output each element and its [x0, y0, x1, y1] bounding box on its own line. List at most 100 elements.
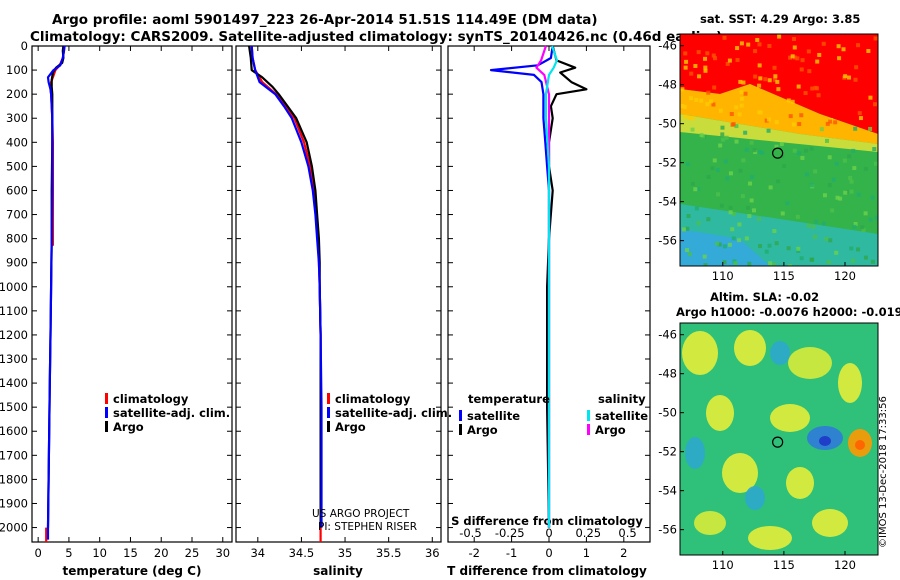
depth-tick-label: 100 [6, 63, 28, 77]
sst-pixel [792, 55, 797, 60]
sst-pixel [711, 53, 716, 58]
series-line-argo [248, 45, 322, 528]
depth-tick-label: 0 [21, 39, 28, 53]
sst-pixel [687, 115, 692, 120]
sst-pixel [690, 127, 695, 132]
sst-pixel [737, 112, 742, 117]
sst-pixel [856, 247, 861, 252]
sst-pixel [824, 236, 829, 241]
x-tick-label: 15 [123, 546, 138, 560]
map-y-tick-label: -50 [658, 117, 677, 131]
x-tick-label: 34.5 [289, 546, 315, 560]
sst-pixel [760, 150, 765, 155]
x-tick-label-salinity: -0.25 [495, 526, 525, 540]
sst-pixel [849, 246, 854, 251]
sst-pixel [779, 141, 784, 146]
map-x-tick-label: 110 [712, 558, 734, 572]
sst-pixel [800, 58, 805, 63]
sst-pixel [803, 91, 808, 96]
x-tick-label: 0 [34, 546, 41, 560]
sst-pixel [719, 203, 724, 208]
sst-pixel [694, 206, 699, 211]
depth-tick-label: 500 [6, 159, 28, 173]
sla-eddy-core [819, 436, 831, 446]
depth-tick-label: 600 [6, 183, 28, 197]
sst-pixel [758, 76, 763, 81]
sst-pixel [835, 195, 840, 200]
map-field [680, 34, 878, 266]
sst-pixel [866, 48, 871, 53]
sst-pixel [731, 122, 736, 127]
sst-pixel [738, 168, 743, 173]
sst-pixel [743, 130, 748, 135]
sst-pixel [804, 172, 809, 177]
sst-pixel [739, 90, 744, 95]
sst-pixel [696, 221, 701, 226]
sst-pixel [713, 56, 718, 61]
depth-tick-label: 1000 [0, 280, 28, 294]
panel-temperature: 0 5 10 15 20 25 30 temperature (deg C) climatolo… [31, 45, 233, 578]
legend-label: Argo [113, 420, 144, 434]
legend-label: satellite [595, 409, 648, 423]
x-tick-label: -1 [506, 546, 517, 560]
panel-difference: -2 -1 0 1 2 -0.5 -0.25 0 0.25 0.5S difference fro… [447, 45, 651, 578]
map-y-tick-label: -46 [658, 328, 677, 342]
legend-marker [587, 410, 590, 421]
sst-pixel [809, 146, 814, 151]
map-frame [679, 322, 879, 556]
sst-pixel [791, 37, 796, 42]
sst-pixel [821, 41, 826, 46]
sst-pixel [720, 132, 725, 137]
sst-pixel [767, 243, 772, 248]
sst-pixel [736, 238, 741, 243]
sst-pixel [686, 214, 691, 219]
x-tick-label-salinity: 0.25 [575, 526, 601, 540]
sst-pixel [722, 244, 727, 249]
series-line-salinity-satellite [544, 45, 559, 528]
series-line-temperature-argo [545, 45, 588, 528]
sst-pixel [856, 192, 861, 197]
sst-pixel [774, 144, 779, 149]
sst-pixel [685, 162, 690, 167]
depth-tick-label: 300 [6, 111, 28, 125]
sst-pixel [858, 116, 863, 121]
sst-pixel [772, 77, 777, 82]
sst-pixel [772, 65, 777, 70]
legend-label: satellite-adj. clim. [335, 406, 452, 420]
x-axis-label: T difference from climatology [447, 564, 647, 578]
depth-tick-label: 200 [6, 87, 28, 101]
sst-pixel [764, 249, 769, 254]
sst-pixel [710, 166, 715, 171]
sst-pixel [842, 158, 847, 163]
sst-pixel [817, 52, 822, 57]
sst-pixel [874, 215, 878, 220]
map-field [680, 323, 878, 555]
sst-pixel [718, 108, 723, 113]
sst-pixel [718, 143, 723, 148]
sst-pixel [752, 148, 757, 153]
sst-pixel [785, 201, 790, 206]
x-axis-label: salinity [313, 564, 363, 578]
sst-pixel [683, 51, 688, 56]
map-sst: 110 115 120 -46 -48 -50 -52 -54 -56 [658, 33, 879, 283]
sst-pixel [834, 161, 839, 166]
x-axis-label-salinity: S difference from climatology [451, 514, 643, 528]
sst-pixel [705, 51, 710, 56]
legend-title-salinity: salinity [598, 392, 646, 406]
map-y-tick-label: -54 [658, 484, 677, 498]
sst-pixel [737, 222, 742, 227]
sst-pixel [685, 226, 690, 231]
legend-marker [105, 407, 108, 418]
sst-orange-band [680, 84, 878, 144]
sst-pixel [689, 96, 694, 101]
sla-eddy [788, 347, 832, 379]
legend-marker [105, 421, 108, 432]
sst-pixel [728, 210, 733, 215]
sst-pixel [693, 63, 698, 68]
x-tick-label: 10 [92, 546, 107, 560]
sst-pixel [776, 87, 781, 92]
sst-pixel [694, 97, 699, 102]
depth-tick-label: 1100 [0, 304, 28, 318]
sst-pixel [872, 147, 877, 152]
sst-pixel [774, 120, 779, 125]
